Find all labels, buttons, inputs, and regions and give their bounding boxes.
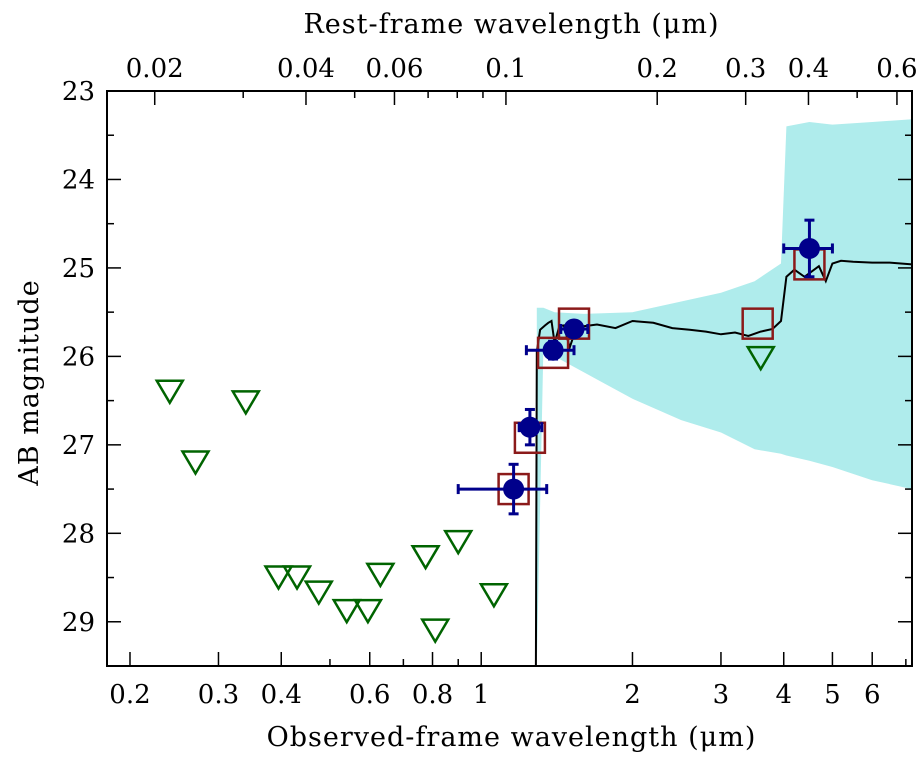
detection-marker (542, 339, 564, 361)
x2-tick-label: 0.06 (366, 54, 424, 84)
x2-tick-label: 0.02 (126, 54, 184, 84)
upper-limit-marker (420, 618, 451, 645)
axes: 0.2 0.3 0.4 0.6 0.8 1 2 3 4 5 60.02 0.04 0.06 0.1 0.2 0… (62, 54, 917, 710)
detection-marker (563, 318, 585, 340)
plot-frame (106, 90, 913, 667)
y-tick-label: 27 (62, 431, 95, 461)
model-photometry-marker (741, 307, 774, 340)
upper-limit-marker (365, 562, 396, 589)
y-tick-label: 28 (62, 519, 95, 549)
x-tick-label: 0.3 (198, 680, 239, 710)
detection-point (456, 462, 549, 516)
x2-axis-title: Rest-frame wavelength (μm) (303, 9, 719, 40)
upper-limit-marker (303, 580, 334, 607)
x-tick-label: 1 (473, 680, 490, 710)
detection-point (517, 407, 544, 447)
x-tick-label: 5 (824, 680, 841, 710)
y-tick-label: 26 (62, 342, 95, 372)
upper-limit-marker (281, 565, 313, 591)
plot-content (154, 119, 912, 666)
plot-clip-group (154, 119, 912, 666)
upper-limit-marker (180, 450, 211, 476)
model-range-band (536, 119, 912, 666)
y-tick-label: 24 (62, 165, 95, 195)
x-axis-title: Observed-frame wavelength (μm) (267, 722, 757, 753)
model-photometry-marker (536, 336, 570, 370)
y-tick-label: 25 (62, 254, 95, 284)
detection-marker (798, 237, 820, 259)
detection-marker (503, 478, 525, 500)
x2-tick-label: 0.4 (788, 54, 829, 84)
x-tick-label: 0.2 (109, 680, 150, 710)
x-tick-label: 0.4 (261, 680, 302, 710)
upper-limit-marker (352, 598, 384, 625)
x2-tick-label: 0.1 (485, 54, 526, 84)
upper-limit-marker (443, 529, 474, 556)
upper-limit-marker (331, 598, 362, 625)
upper-limit-marker (745, 345, 776, 372)
x-tick-label: 0.8 (412, 680, 453, 710)
x-tick-label: 6 (864, 680, 881, 710)
model-spectrum-line (534, 259, 912, 666)
detection-point (782, 218, 834, 279)
detection-point (524, 339, 576, 361)
upper-limit-marker (478, 582, 510, 609)
y-axis-title: AB magnitude (14, 279, 45, 486)
y-tick-label: 29 (62, 608, 95, 638)
x2-tick-label: 0.6 (876, 54, 917, 84)
x-tick-label: 3 (713, 680, 730, 710)
x-tick-label: 4 (775, 680, 792, 710)
y-tick-label: 23 (62, 77, 95, 107)
upper-limit-marker (154, 379, 185, 406)
x-tick-label: 2 (624, 680, 641, 710)
upper-limit-marker (230, 390, 261, 416)
x2-tick-label: 0.3 (725, 54, 766, 84)
x2-tick-label: 0.2 (637, 54, 678, 84)
upper-limit-marker (263, 565, 294, 591)
detection-point (559, 318, 590, 340)
x2-tick-label: 0.04 (277, 54, 335, 84)
detection-marker (519, 416, 541, 438)
upper-limit-marker (410, 544, 441, 571)
x-tick-label: 0.6 (349, 680, 390, 710)
